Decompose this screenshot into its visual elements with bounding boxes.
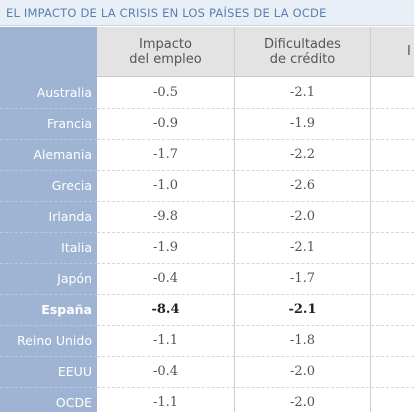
table-title: EL IMPACTO DE LA CRISIS EN LOS PAÍSES DE… xyxy=(6,6,327,20)
cell-impacto-empleo: -0.5 xyxy=(152,85,179,100)
column-divider xyxy=(234,27,235,412)
cell-dificultades-credito: -2.1 xyxy=(289,85,316,100)
row-header-divider xyxy=(0,170,97,171)
row-country-label: EEUU xyxy=(57,364,92,379)
row-country-label: Francia xyxy=(46,116,92,131)
cell-dificultades-credito: -2.0 xyxy=(289,395,316,410)
row-header-divider xyxy=(0,201,97,202)
cell-dificultades-credito: -1.7 xyxy=(289,271,316,286)
row-divider xyxy=(97,232,414,233)
cell-dificultades-credito: -2.6 xyxy=(289,178,316,193)
row-country-label: Australia xyxy=(36,85,92,100)
row-country-label: OCDE xyxy=(55,395,92,410)
row-header-divider xyxy=(0,139,97,140)
title-bar: EL IMPACTO DE LA CRISIS EN LOS PAÍSES DE… xyxy=(0,0,414,26)
row-divider xyxy=(97,170,414,171)
row-header-divider xyxy=(0,263,97,264)
row-divider xyxy=(97,108,414,109)
row-divider xyxy=(97,263,414,264)
row-header-divider xyxy=(0,108,97,109)
row-divider xyxy=(97,201,414,202)
cell-dificultades-credito: -2.2 xyxy=(289,147,316,162)
row-header-column xyxy=(0,27,97,412)
cell-dificultades-credito: -2.1 xyxy=(289,240,316,255)
row-country-label: Irlanda xyxy=(48,209,92,224)
cell-impacto-empleo: -1.1 xyxy=(152,333,179,348)
cell-impacto-empleo: -0.4 xyxy=(152,271,179,286)
cell-impacto-empleo: -8.4 xyxy=(151,302,180,317)
cell-dificultades-credito: -1.8 xyxy=(289,333,316,348)
column-header-impacto: Impacto del empleo xyxy=(97,27,234,77)
row-country-label: Japón xyxy=(57,271,92,286)
cell-impacto-empleo: -1.9 xyxy=(152,240,179,255)
row-header-divider xyxy=(0,356,97,357)
row-country-label: Alemania xyxy=(33,147,92,162)
row-country-label: España xyxy=(41,302,92,317)
cell-dificultades-credito: -2.0 xyxy=(289,209,316,224)
cell-impacto-empleo: -9.8 xyxy=(152,209,179,224)
row-header-divider xyxy=(0,325,97,326)
cell-impacto-empleo: -0.4 xyxy=(152,364,179,379)
row-country-label: Grecia xyxy=(51,178,92,193)
row-divider xyxy=(97,387,414,388)
column-header-credito: Dificultades de crédito xyxy=(235,27,370,77)
row-divider xyxy=(97,356,414,357)
row-header-divider xyxy=(0,294,97,295)
cell-dificultades-credito: -2.0 xyxy=(289,364,316,379)
row-divider xyxy=(97,325,414,326)
row-header-divider xyxy=(0,232,97,233)
cell-impacto-empleo: -1.0 xyxy=(152,178,179,193)
column-divider xyxy=(370,27,371,412)
row-country-label: Reino Unido xyxy=(17,333,92,348)
cell-impacto-empleo: -1.1 xyxy=(152,395,179,410)
row-divider xyxy=(97,139,414,140)
cell-dificultades-credito: -2.1 xyxy=(288,302,317,317)
row-divider xyxy=(97,294,414,295)
column-header-partial: I xyxy=(371,27,414,77)
row-country-label: Italia xyxy=(61,240,92,255)
cell-impacto-empleo: -1.7 xyxy=(152,147,179,162)
row-header-divider xyxy=(0,387,97,388)
cell-impacto-empleo: -0.9 xyxy=(152,116,179,131)
cell-dificultades-credito: -1.9 xyxy=(289,116,316,131)
